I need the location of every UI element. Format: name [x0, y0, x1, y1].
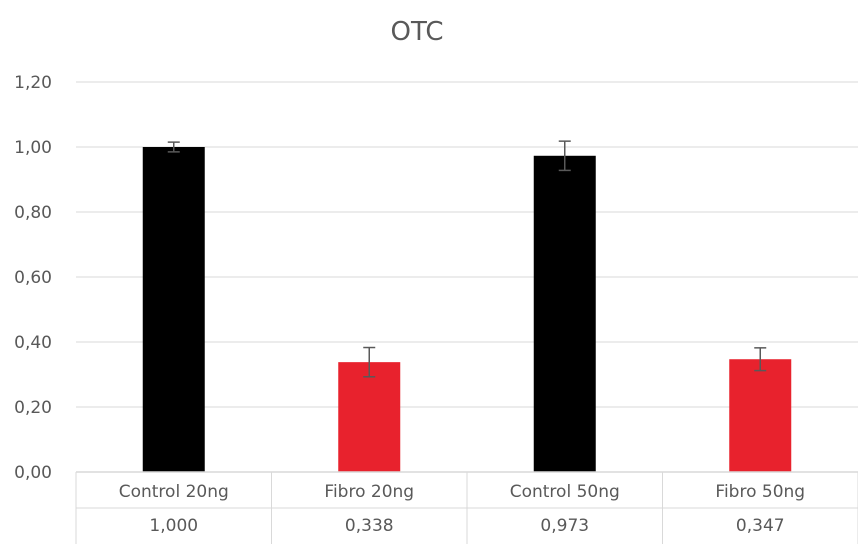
category-label: Fibro 20ng [324, 482, 414, 502]
bar-1 [338, 362, 401, 472]
y-tick-label: 0,80 [14, 203, 52, 223]
y-axis-tick-labels: 0,00 0,20 0,40 0,60 0,80 1,00 1,20 [14, 73, 52, 483]
category-label: Control 50ng [510, 482, 620, 502]
chart-title: OTC [391, 17, 444, 47]
y-tick-label: 0,40 [14, 333, 52, 353]
data-table: Control 20ng 1,000 Fibro 20ng 0,338 Control … [75, 471, 858, 544]
value-label: 0,347 [736, 516, 785, 536]
error-bars [167, 140, 767, 378]
bars [142, 147, 792, 472]
bar-2 [533, 155, 596, 472]
bar-3 [729, 359, 792, 472]
y-tick-label: 0,20 [14, 398, 52, 418]
category-label: Fibro 50ng [715, 482, 805, 502]
y-tick-label: 1,20 [14, 73, 52, 93]
y-tick-label: 0,00 [14, 463, 52, 483]
value-label: 0,338 [345, 516, 394, 536]
y-tick-label: 0,60 [14, 268, 52, 288]
value-label: 1,000 [149, 516, 198, 536]
value-label: 0,973 [540, 516, 589, 536]
bar-0 [142, 147, 205, 472]
gridlines [76, 81, 858, 473]
category-label: Control 20ng [119, 482, 229, 502]
y-tick-label: 1,00 [14, 138, 52, 158]
